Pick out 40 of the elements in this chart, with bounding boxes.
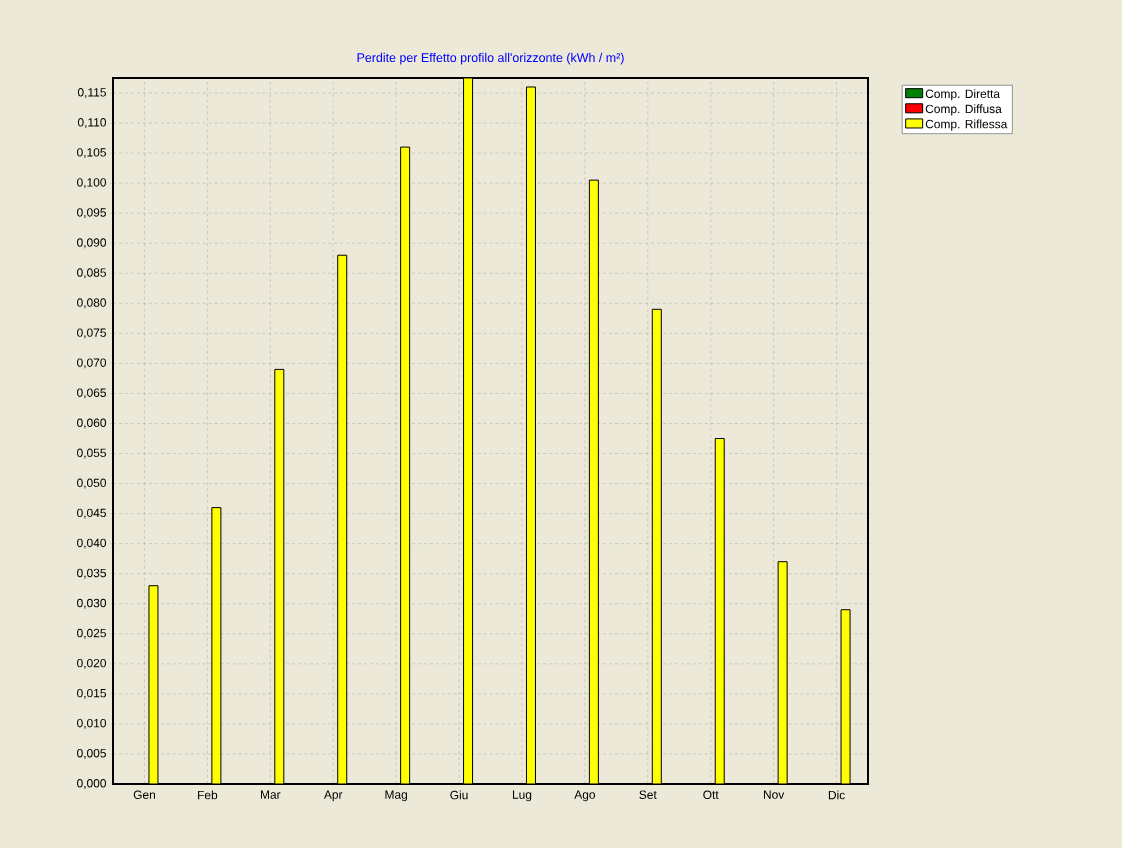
y-tick-label: 0,110 <box>77 118 107 128</box>
y-tick-label: 0,030 <box>77 598 107 609</box>
y-tick-label: 0,085 <box>77 268 106 279</box>
x-tick-label: Mag <box>385 790 407 802</box>
legend-label: Comp. Diretta <box>925 89 1000 101</box>
y-tick-label: 0,050 <box>77 478 107 489</box>
y-tick-label: 0,090 <box>77 238 107 249</box>
y-tick-label: 0,060 <box>77 418 107 429</box>
y-tick-label: 0,015 <box>77 688 106 699</box>
y-tick-label: 0,010 <box>77 718 107 729</box>
y-tick-label: 0,065 <box>77 388 106 399</box>
y-tick-label: 0,080 <box>77 298 107 309</box>
x-tick-label: Nov <box>763 790 785 799</box>
x-tick-label: Ott <box>703 790 719 799</box>
x-tick-label: Giu <box>450 790 468 800</box>
x-tick-label: Feb <box>198 790 218 800</box>
legend-label: Comp. Diffusa <box>925 104 1002 116</box>
chart-title: Perdite per Effetto profilo all'orizzonte (kWh / m²) <box>357 52 624 65</box>
x-tick-label: Apr <box>323 790 343 802</box>
y-tick-label: 0,005 <box>77 749 106 759</box>
x-tick-label: Lug <box>512 790 532 802</box>
y-tick-label: 0,000 <box>77 779 107 789</box>
x-tick-label: Mar <box>260 790 281 799</box>
y-tick-label: 0,115 <box>77 88 106 98</box>
x-tick-label: Ago <box>574 790 596 802</box>
x-tick-label: Gen <box>133 790 155 799</box>
y-tick-label: 0,040 <box>77 538 107 549</box>
y-tick-label: 0,020 <box>77 658 107 669</box>
y-tick-label: 0,095 <box>77 208 106 219</box>
y-tick-label: 0,075 <box>77 328 106 339</box>
legend-label: Comp. Riflessa <box>925 119 1008 131</box>
y-tick-label: 0,035 <box>77 568 106 579</box>
y-tick-label: 0,055 <box>77 448 106 459</box>
y-tick-label: 0,070 <box>77 358 107 369</box>
y-tick-label: 0,045 <box>77 508 106 519</box>
y-tick-label: 0,100 <box>77 178 107 189</box>
y-tick-label: 0,025 <box>77 628 106 639</box>
x-tick-label: Dic <box>828 790 845 800</box>
y-tick-label: 0,105 <box>77 148 106 159</box>
x-tick-label: Set <box>639 790 657 799</box>
